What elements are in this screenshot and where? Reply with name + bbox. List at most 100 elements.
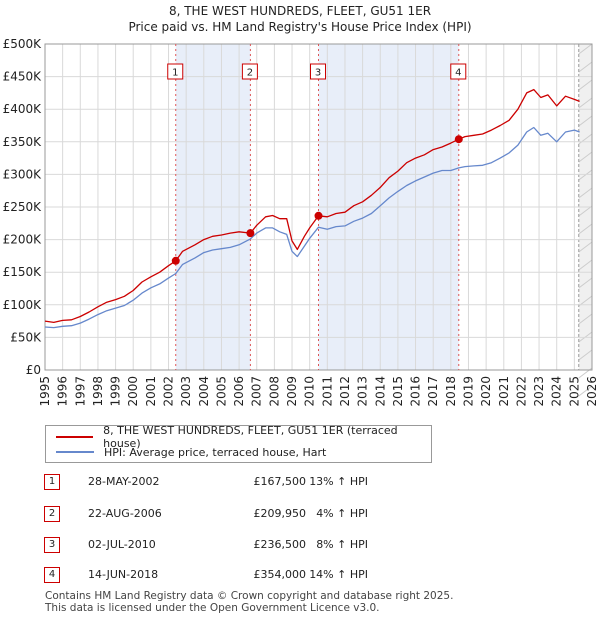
transaction-hpi: 13% ↑ HPI [309, 475, 368, 488]
y-tick-label: £150K [3, 265, 43, 279]
x-tick-label: 2004 [197, 376, 211, 407]
sale-point [246, 229, 255, 238]
sale-marker-label: 4 [455, 68, 461, 79]
future-hatch [578, 61, 593, 73]
x-tick-label: 2018 [444, 376, 458, 407]
transaction-price: £236,500 [253, 538, 307, 551]
transaction-date: 28-MAY-2002 [88, 475, 160, 488]
future-hatch [578, 385, 593, 397]
future-hatch [578, 241, 593, 253]
y-tick-label: £0 [26, 363, 41, 377]
x-tick-label: 2019 [461, 376, 475, 407]
transaction-hpi: 8% ↑ HPI [316, 538, 368, 551]
transaction-price: £167,500 [253, 475, 307, 488]
x-tick-label: 2023 [532, 376, 546, 407]
legend: 8, THE WEST HUNDREDS, FLEET, GU51 1ER (t… [45, 424, 432, 463]
sale-point [314, 211, 323, 220]
y-tick-label: £100K [3, 298, 43, 312]
x-tick-label: 2005 [214, 376, 228, 407]
y-tick-label: £450K [3, 70, 43, 84]
transaction-price: £209,950 [253, 507, 307, 520]
sale-marker-label: 3 [315, 68, 321, 79]
legend-hpi-line [56, 451, 94, 453]
x-tick-label: 2006 [232, 376, 246, 407]
y-tick-label: £300K [3, 167, 43, 181]
chart-title: 8, THE WEST HUNDREDS, FLEET, GU51 1ER [168, 4, 432, 18]
x-tick-label: 2025 [567, 376, 581, 407]
x-tick-label: 2013 [356, 376, 370, 407]
x-tick-label: 2016 [409, 376, 423, 407]
sale-marker-label: 1 [172, 68, 178, 79]
series-line [44, 126, 580, 329]
x-tick-label: 2017 [426, 376, 440, 407]
footer-licence: This data is licensed under the Open Gov… [45, 602, 380, 614]
series-line [44, 88, 580, 324]
footer-copyright: Contains HM Land Registry data © Crown c… [45, 590, 454, 602]
x-tick-label: 1996 [56, 376, 70, 407]
x-tick-label: 2009 [285, 376, 299, 407]
transaction-price: £354,000 [253, 568, 307, 581]
future-hatch [578, 169, 593, 181]
future-hatch [578, 133, 593, 145]
future-hatch [578, 277, 593, 289]
chart-subtitle: Price paid vs. HM Land Registry's House … [128, 20, 472, 34]
legend-hpi-label: HPI: Average price, terraced house, Hart [104, 445, 327, 459]
future-hatch [578, 349, 593, 361]
transaction-number: 4 [44, 567, 60, 583]
sale-marker-box [167, 63, 184, 80]
sale-point [171, 256, 180, 265]
sale-marker-label: 2 [247, 68, 253, 79]
x-tick-label: 1998 [91, 376, 105, 407]
x-tick-label: 2015 [391, 376, 405, 407]
x-tick-label: 1997 [73, 376, 87, 407]
x-tick-label: 2020 [479, 376, 493, 407]
x-tick-label: 1999 [109, 376, 123, 407]
transaction-number: 2 [44, 506, 60, 522]
sale-point [454, 135, 463, 144]
transaction-date: 02-JUL-2010 [88, 538, 156, 551]
x-tick-label: 2011 [320, 376, 334, 407]
future-hatch [578, 79, 593, 91]
transaction-date: 22-AUG-2006 [88, 507, 162, 520]
transaction-number: 1 [44, 474, 60, 490]
future-hatch [578, 259, 593, 271]
x-tick-label: 2007 [250, 376, 264, 407]
y-tick-label: £350K [3, 135, 43, 149]
y-tick-label: £50K [10, 330, 42, 344]
future-hatch [578, 43, 593, 55]
future-hatch [578, 223, 593, 235]
x-tick-label: 2008 [267, 376, 281, 407]
sale-marker-box [310, 63, 326, 80]
x-tick-label: 2002 [162, 376, 176, 407]
transaction-hpi: 4% ↑ HPI [316, 507, 368, 520]
x-tick-label: 2022 [514, 376, 528, 407]
x-tick-label: 1995 [38, 376, 52, 407]
x-tick-label: 2001 [144, 376, 158, 407]
future-hatch [578, 151, 593, 163]
legend-property-line [56, 436, 94, 438]
future-hatch [578, 97, 593, 109]
y-tick-label: £500K [3, 37, 43, 51]
transaction-hpi: 14% ↑ HPI [309, 568, 368, 581]
future-hatch [578, 187, 593, 199]
x-tick-label: 2024 [550, 376, 564, 407]
y-tick-label: £400K [3, 102, 43, 116]
x-tick-label: 2010 [303, 376, 317, 407]
transaction-date: 14-JUN-2018 [88, 568, 159, 581]
price-chart: £0 £50K £100K £150K £200K £250K £300K £350K £400… [3, 37, 599, 407]
y-tick-label: £200K [3, 233, 43, 247]
x-tick-label: 2000 [126, 376, 140, 407]
sale-marker-box [450, 63, 467, 80]
x-tick-label: 2026 [585, 376, 599, 407]
future-hatch [578, 313, 593, 325]
sale-marker-box [241, 63, 258, 80]
x-tick-label: 2021 [497, 376, 511, 407]
x-tick-label: 2003 [179, 376, 193, 407]
footer: Contains HM Land Registry data © Crown c… [45, 590, 453, 614]
x-tick-label: 2012 [338, 376, 352, 407]
legend-property-label: 8, THE WEST HUNDREDS, FLEET, GU51 1ER (t… [103, 424, 398, 450]
x-tick-label: 2014 [373, 376, 387, 407]
future-hatch [578, 115, 593, 127]
future-hatch [578, 205, 593, 217]
y-tick-label: £250K [3, 200, 43, 214]
